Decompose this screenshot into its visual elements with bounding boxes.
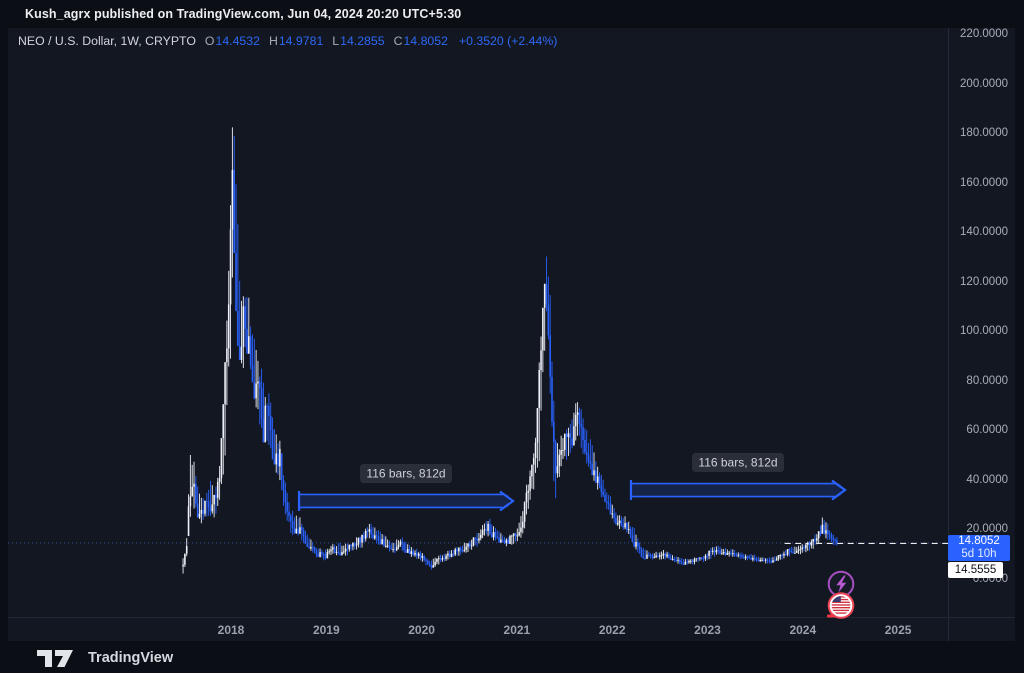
price-scale-label: 80.0000 (966, 374, 1008, 387)
chart-layers: 116 bars, 812d 116 bars, 812d (8, 127, 948, 574)
low-value: L 14.2855 (332, 33, 385, 48)
us-flag-glyph (831, 596, 851, 615)
time-scale-label: 2023 (694, 623, 721, 637)
symbol-title[interactable]: NEO / U.S. Dollar, 1W, CRYPTO (18, 33, 196, 48)
close-value: C 14.8052 (393, 33, 448, 48)
price-scale-separator (948, 28, 949, 641)
change-value: +0.3520 (+2.44%) (458, 33, 558, 48)
date-range-arrow[interactable] (297, 490, 515, 512)
time-scale-label: 2021 (503, 623, 531, 637)
open-value: O 14.4532 (204, 33, 260, 48)
time-scale-label: 2024 (789, 623, 817, 637)
date-range-label[interactable]: 116 bars, 812d (691, 453, 784, 473)
date-range-arrow[interactable] (629, 479, 847, 501)
time-scale-label: 2020 (408, 623, 435, 637)
price-scale-label: 160.0000 (960, 176, 1008, 189)
time-scale[interactable]: 2018 2019 2020 2021 2022 2023 2024 2025 (8, 618, 1015, 641)
symbol-legend: NEO / U.S. Dollar, 1W, CRYPTO O 14.4532 H… (18, 33, 557, 48)
price-scale-label: 40.0000 (966, 473, 1008, 486)
svg-text:116 bars, 812d: 116 bars, 812d (698, 456, 777, 470)
us-flag-event-icon[interactable] (827, 592, 855, 619)
bar-countdown: 5d 10h (961, 548, 997, 560)
price-scale-label: 220.0000 (960, 27, 1008, 40)
current-price-value: 14.8052 (958, 535, 1000, 547)
svg-text:116 bars, 812d: 116 bars, 812d (366, 466, 445, 480)
published-byline: Kush_agrx published on TradingView.com, … (25, 7, 462, 21)
high-value: H 14.9781 (268, 33, 324, 48)
time-scale-label: 2025 (884, 623, 912, 637)
time-scale-separator (8, 617, 1015, 618)
price-scale-label: 140.0000 (960, 226, 1008, 239)
time-scale-label: 2019 (312, 623, 340, 637)
candlestick-series (182, 127, 838, 574)
time-scale-label: 2022 (598, 623, 626, 637)
lightning-bolt-glyph (836, 575, 847, 593)
price-scale-label: 200.0000 (960, 77, 1008, 90)
date-range-label[interactable]: 116 bars, 812d (360, 463, 453, 483)
tradingview-logo-icon[interactable] (36, 650, 74, 667)
price-scale-label: 100.0000 (960, 325, 1008, 338)
level-price-label[interactable]: 14.5555 (948, 562, 1003, 578)
price-scale-label: 20.0000 (966, 523, 1008, 536)
time-scale-label: 2018 (217, 623, 245, 637)
earnings-axis-tick (827, 614, 835, 618)
price-scale-label: 120.0000 (960, 275, 1008, 288)
price-scale-label: 180.0000 (960, 127, 1008, 140)
current-price-label[interactable]: 14.8052 5d 10h (948, 535, 1010, 561)
price-scale-label: 60.0000 (966, 424, 1008, 437)
tradingview-brand-text[interactable]: TradingView (88, 650, 174, 666)
